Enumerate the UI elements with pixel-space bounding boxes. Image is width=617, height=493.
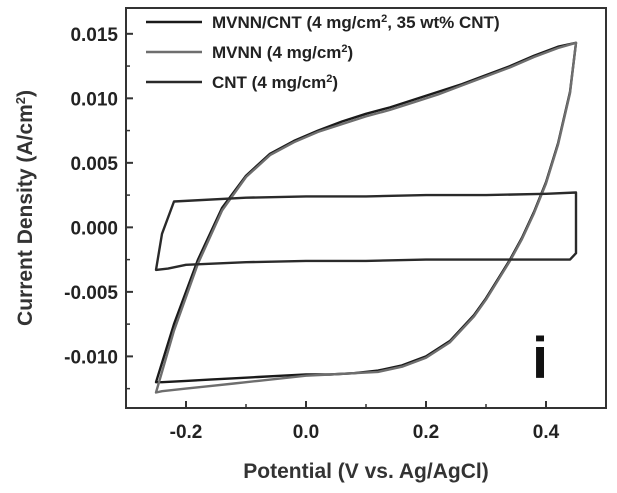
series-line-1 <box>154 41 578 394</box>
y-tick-label: 0.010 <box>70 89 118 110</box>
y-tick-label: 0.000 <box>70 218 118 239</box>
y-axis-title-tail: ) <box>14 90 37 97</box>
ticks-layer: -0.2 0.0 0.2 0.4 -0.010 -0.005 0.000 0.005 0.010… <box>64 25 607 443</box>
series-layer <box>154 41 578 394</box>
legend: MVNN/CNT (4 mg/cm2, 35 wt% CNT) MVNN (4 m… <box>146 13 500 92</box>
x-axis-title: Potential (V vs. Ag/AgCl) <box>243 460 488 483</box>
y-axis-title: Current Density (A/cm2) <box>13 90 38 326</box>
legend-label-1: MVNN (4 mg/cm2) <box>212 43 353 62</box>
y-tick-label: -0.010 <box>64 347 118 368</box>
series-line-2 <box>154 191 578 272</box>
y-axis-title-main: Current Density (A/cm <box>14 104 37 326</box>
series-line-0 <box>154 41 578 384</box>
x-tick-label: 0.2 <box>413 422 439 443</box>
plot-area: -0.2 0.0 0.2 0.4 -0.010 -0.005 0.000 0.005 0.010… <box>64 7 607 443</box>
panel-label: i <box>532 326 548 391</box>
y-tick-label: 0.015 <box>70 25 118 46</box>
legend-label-0: MVNN/CNT (4 mg/cm2, 35 wt% CNT) <box>212 13 500 32</box>
x-tick-label: 0.0 <box>293 422 319 443</box>
x-tick-label: -0.2 <box>170 422 203 443</box>
y-tick-label: 0.005 <box>70 154 118 175</box>
legend-label-2: CNT (4 mg/cm2) <box>212 73 338 92</box>
y-tick-label: -0.005 <box>64 283 118 304</box>
x-tick-label: 0.4 <box>533 422 560 443</box>
y-axis-title-sup: 2 <box>13 97 28 104</box>
